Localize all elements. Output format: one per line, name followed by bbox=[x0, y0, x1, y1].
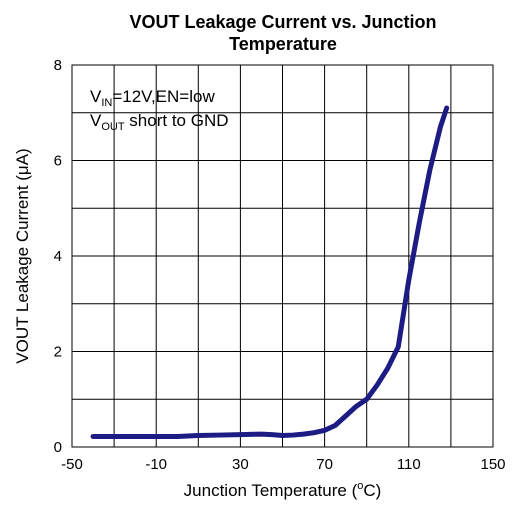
annotation-sub: OUT bbox=[101, 121, 125, 133]
y-tick-label: 6 bbox=[54, 153, 62, 170]
y-axis-label: VOUT Leakage Current (μA) bbox=[13, 148, 32, 363]
annotation: VOUT short to GND bbox=[90, 111, 229, 133]
x-axis-label-text: Junction Temperature ( bbox=[184, 481, 358, 500]
y-tick-label: 0 bbox=[54, 439, 62, 456]
x-tick-label: 150 bbox=[480, 456, 505, 473]
x-axis-label-sup: o bbox=[357, 480, 363, 492]
annotation-rest: short to GND bbox=[125, 111, 229, 130]
annotation: VIN=12V,EN=low bbox=[90, 87, 215, 109]
plot-frame bbox=[71, 64, 494, 448]
x-tick-label: 70 bbox=[316, 456, 333, 473]
x-axis-label-rest: C) bbox=[363, 481, 381, 500]
data-line bbox=[90, 105, 450, 439]
y-tick-label: 8 bbox=[54, 57, 62, 74]
annotation-base: V bbox=[90, 111, 102, 130]
annotation-rest: =12V,EN=low bbox=[112, 87, 215, 106]
x-axis-label: Junction Temperature (oC) bbox=[184, 480, 382, 500]
chart-title: VOUT Leakage Current vs. Junction bbox=[129, 12, 436, 32]
y-tick-label: 2 bbox=[54, 344, 62, 361]
x-tick-label: 110 bbox=[397, 456, 421, 473]
annotation-base: V bbox=[90, 87, 102, 106]
y-tick-label: 4 bbox=[54, 248, 62, 265]
x-tick-label: 30 bbox=[232, 456, 249, 473]
chart-title: Temperature bbox=[229, 34, 337, 54]
annotation-sub: IN bbox=[101, 97, 112, 109]
x-tick-label: -10 bbox=[145, 456, 167, 473]
x-tick-label: -50 bbox=[61, 456, 83, 473]
